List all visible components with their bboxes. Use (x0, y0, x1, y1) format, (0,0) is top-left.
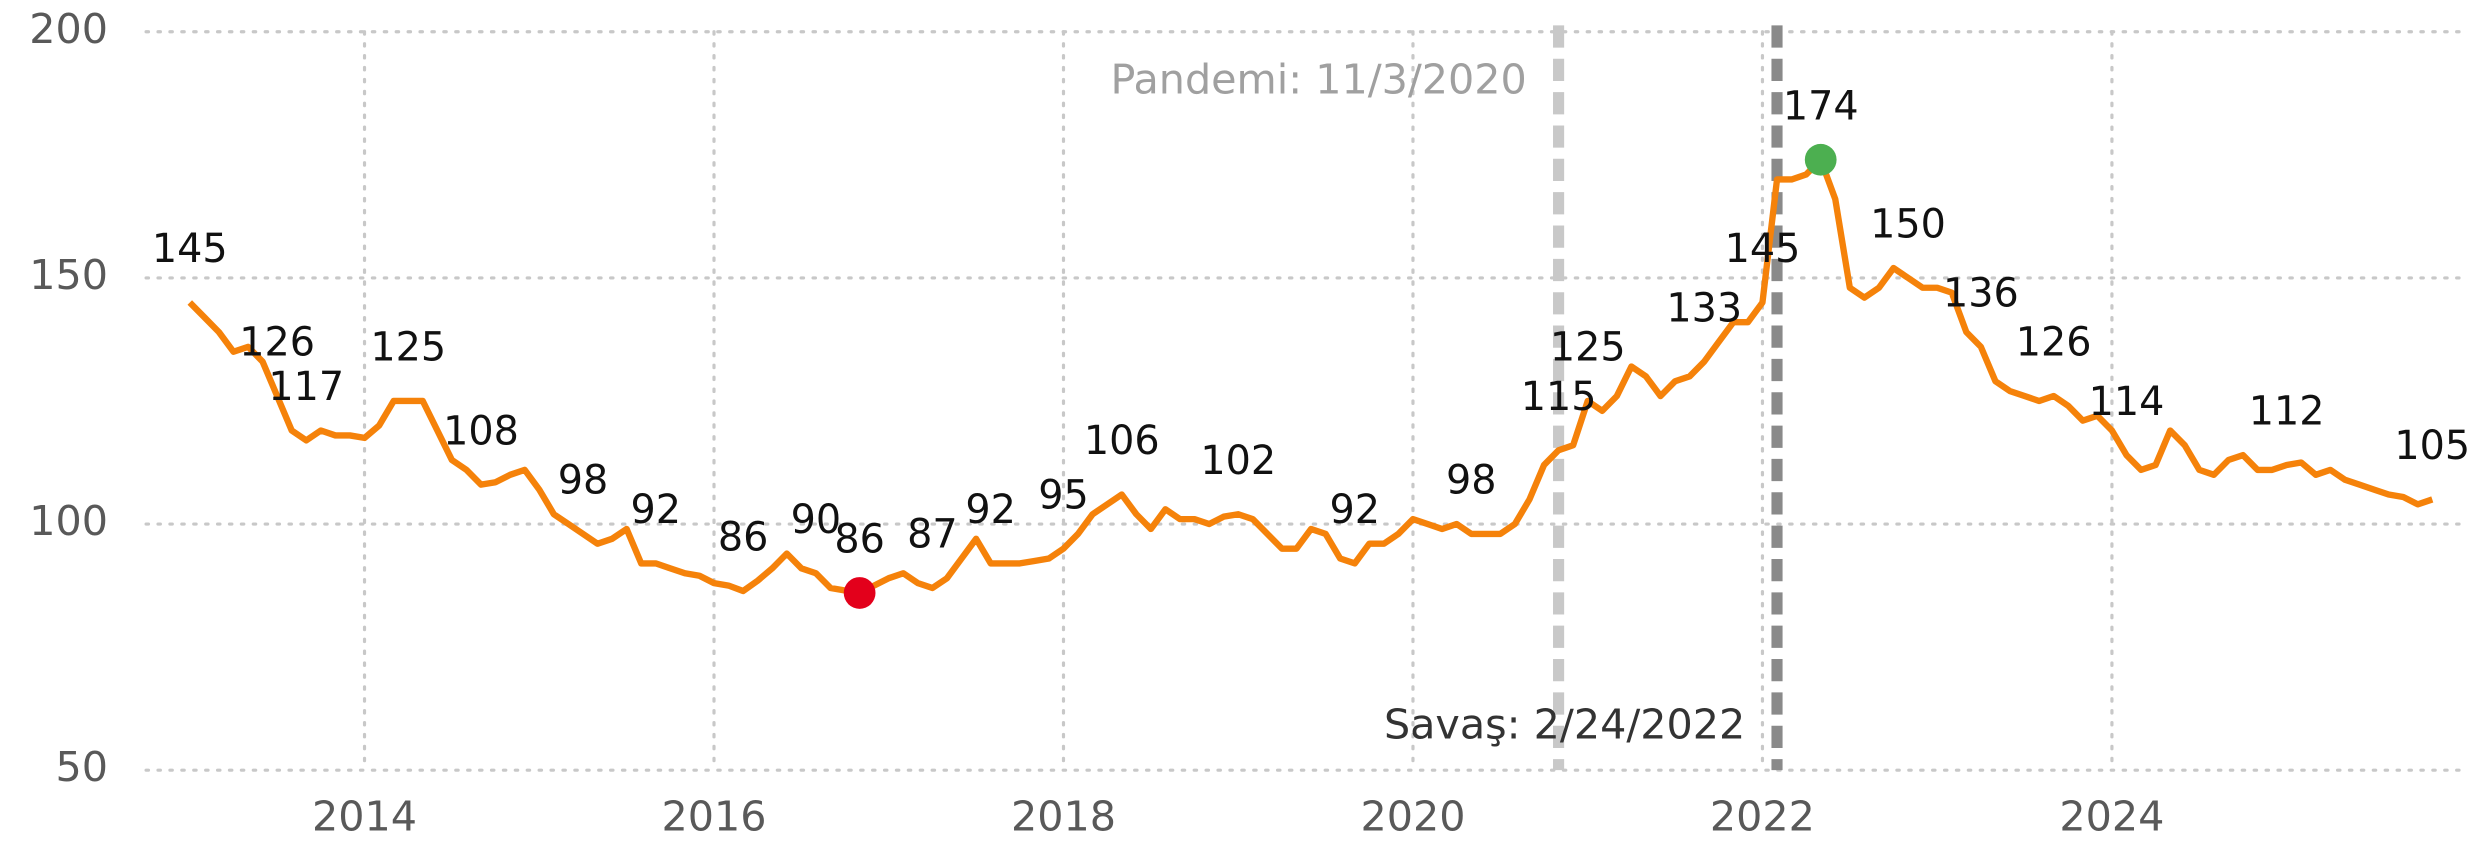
event-label: Pandemi: 11/3/2020 (1110, 56, 1526, 104)
value-label: 126 (2016, 320, 2092, 366)
y-tick-label: 50 (55, 743, 108, 791)
x-tick-label: 2022 (1710, 792, 1815, 840)
value-label: 102 (1200, 438, 1276, 484)
extreme-marker (1804, 143, 1837, 176)
value-label: 145 (152, 226, 228, 272)
value-label: 150 (1870, 202, 1946, 248)
x-tick-label: 2018 (1011, 792, 1116, 840)
value-label: 98 (558, 458, 609, 504)
value-label: 115 (1521, 374, 1597, 420)
x-tick-label: 2014 (312, 792, 417, 840)
value-label: 125 (1550, 325, 1626, 371)
value-label: 95 (1038, 472, 1089, 518)
value-label: 174 (1783, 83, 1859, 129)
value-label: 136 (1943, 271, 2019, 317)
extreme-marker (843, 577, 876, 609)
value-label: 92 (631, 487, 682, 533)
value-label: 133 (1666, 285, 1742, 331)
x-tick-label: 2024 (2059, 792, 2164, 840)
value-label: 86 (834, 517, 885, 563)
value-label: 92 (1329, 487, 1380, 533)
value-label: 87 (907, 512, 958, 558)
value-label: 105 (2394, 423, 2470, 469)
value-label: 114 (2089, 379, 2165, 425)
event-label: Savaş: 2/24/2022 (1384, 700, 1745, 748)
series-line (187, 156, 2434, 597)
value-label: 126 (239, 320, 315, 366)
value-label: 117 (268, 364, 344, 410)
x-tick-label: 2016 (661, 792, 766, 840)
value-label: 145 (1725, 226, 1801, 272)
y-tick-label: 150 (29, 251, 108, 299)
y-tick-label: 100 (29, 497, 108, 545)
value-label: 106 (1084, 418, 1160, 464)
y-tick-label: 200 (29, 5, 108, 53)
value-label: 86 (718, 515, 769, 561)
value-label: 108 (443, 408, 519, 454)
value-label: 90 (791, 497, 842, 543)
x-tick-label: 2020 (1360, 792, 1465, 840)
value-label: 112 (2249, 389, 2325, 435)
value-label: 125 (370, 325, 446, 371)
value-label: 98 (1446, 458, 1497, 504)
value-label: 92 (965, 487, 1016, 533)
